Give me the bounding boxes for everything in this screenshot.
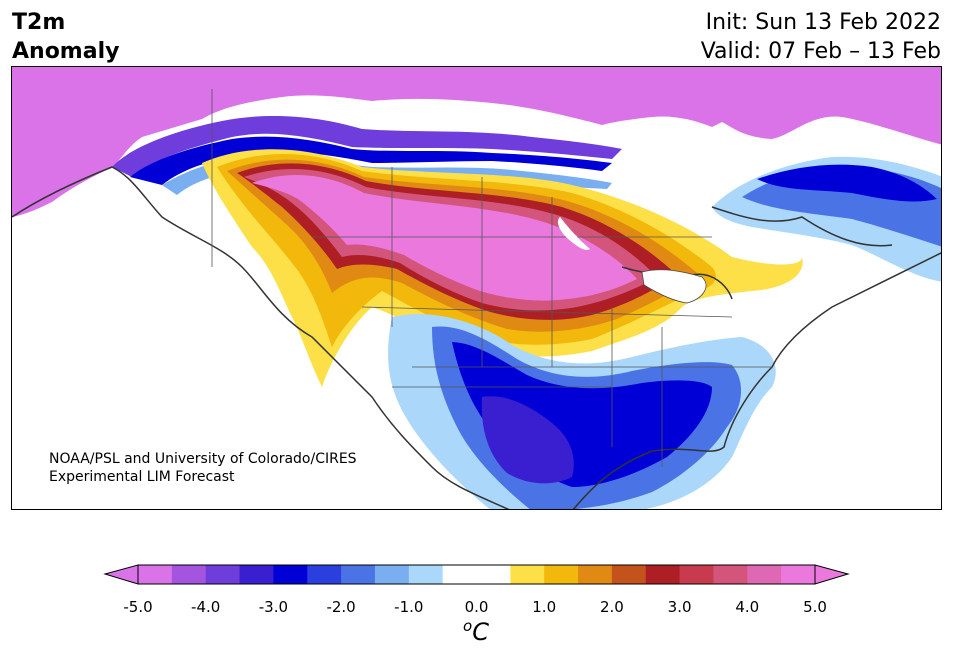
colorbar-tick-label: -5.0	[123, 598, 153, 616]
colorbar-cell	[611, 565, 647, 584]
colorbar-cell	[442, 565, 477, 584]
colorbar-high-extend	[814, 564, 850, 585]
colorbar-cell	[544, 565, 579, 584]
colorbar-cell	[679, 565, 714, 584]
title-line-1: T2m	[12, 10, 66, 35]
cold-band-north	[112, 115, 622, 177]
init-date: Init: Sun 13 Feb 2022	[705, 10, 941, 35]
colorbar-cell	[205, 565, 241, 584]
colorbar-tick-label: 5.0	[803, 598, 827, 616]
colorbar-ticks: -5.0 -4.0 -3.0 -2.0 -1.0 0.0 1.0 2.0 3.0 4.0 5.0	[0, 598, 953, 618]
valid-range: Valid: 07 Feb – 13 Feb	[700, 39, 941, 64]
colorbar-tick-label: 3.0	[667, 598, 692, 616]
colorbar-tick-label: -1.0	[394, 598, 424, 616]
colorbar-cell	[341, 565, 376, 584]
colorbar-cell	[578, 565, 613, 584]
colorbar-cell	[239, 565, 274, 584]
colorbar-tick-label: -3.0	[258, 598, 289, 616]
colorbar-cell	[747, 565, 782, 584]
colorbar-tick-label: 1.0	[532, 598, 557, 616]
colorbar-cell	[645, 565, 681, 584]
colorbar-cell	[476, 565, 511, 584]
cold-band-north-inner	[130, 136, 612, 185]
lake-winnipeg	[557, 217, 590, 251]
colorbar-cells	[138, 565, 816, 584]
colorbar-cell	[171, 565, 207, 584]
colorbar-cell	[374, 565, 410, 584]
colorbar-cell	[273, 565, 308, 584]
coastline	[12, 166, 941, 509]
hudson-region-lake	[352, 113, 412, 125]
colorbar-cell	[713, 565, 748, 584]
colorbar-cell	[307, 565, 342, 584]
warm-core-magenta	[252, 174, 637, 301]
texas-cold-core	[481, 396, 574, 484]
anomaly-map: NOAA/PSL and University of Colorado/CIRE…	[11, 66, 942, 510]
colorbar-tick-label: 0.0	[464, 598, 489, 616]
colorbar-unit: oC	[463, 617, 489, 646]
credit-line-1: NOAA/PSL and University of Colorado/CIRE…	[49, 451, 357, 467]
colorbar-tick-label: 2.0	[599, 598, 624, 616]
credit-text: NOAA/PSL and University of Colorado/CIRE…	[49, 450, 357, 486]
colorbar-low-extend	[103, 564, 139, 585]
colorbar-border	[137, 564, 816, 585]
date-info: Init: Sun 13 Feb 2022 Valid: 07 Feb – 13…	[701, 8, 941, 66]
arctic-warm-region	[12, 67, 941, 217]
title-line-2: Anomaly	[12, 39, 120, 64]
colorbar-tick-label: -4.0	[191, 598, 221, 616]
map-canvas	[12, 67, 941, 509]
credit-line-2: Experimental LIM Forecast	[49, 469, 235, 485]
quebec-cold-core	[757, 164, 937, 202]
colorbar	[103, 564, 850, 585]
colorbar-tick-label: -2.0	[326, 598, 356, 616]
colorbar-cell	[510, 565, 545, 584]
map-title: T2m Anomaly	[12, 8, 119, 66]
colorbar-cell	[781, 565, 816, 584]
colorbar-tick-label: 4.0	[735, 598, 760, 616]
colorbar-cell	[408, 565, 444, 584]
colorbar-cell	[138, 565, 173, 584]
state-borders	[211, 89, 772, 467]
great-lakes	[641, 269, 707, 304]
